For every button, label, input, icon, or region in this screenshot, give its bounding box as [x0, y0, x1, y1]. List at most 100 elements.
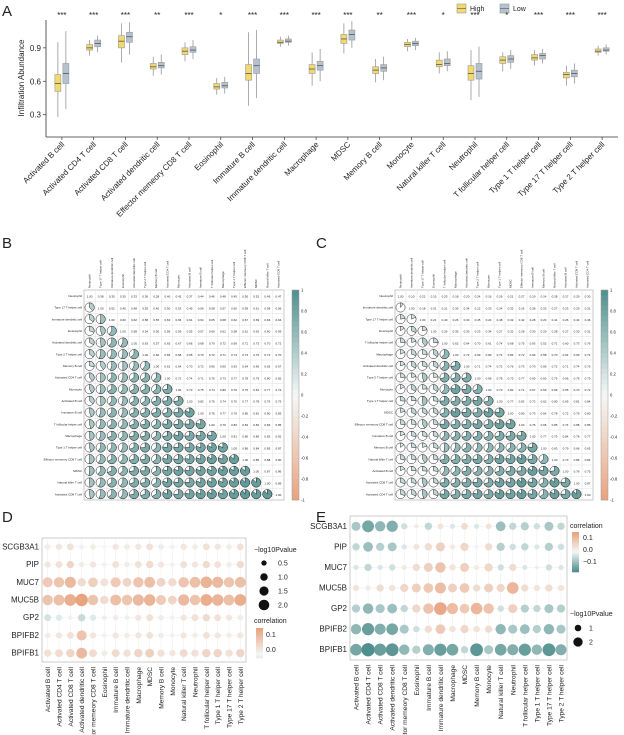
cell-value: 0.79: [231, 411, 237, 415]
cell-value: 0.58: [264, 306, 270, 310]
correlation-dot: [531, 644, 543, 655]
significance-label: ***: [184, 11, 193, 20]
pie-wedge: [206, 465, 217, 476]
colorbar-segment: [292, 384, 299, 391]
correlation-dot: [352, 584, 360, 592]
cell-type-label: Activated CD8 T cell: [378, 664, 385, 724]
correlation-dot: [211, 594, 224, 606]
cell-value: 0.83: [264, 423, 270, 427]
cell-value: 0.54: [142, 330, 148, 334]
pie-wedge: [411, 325, 417, 333]
colorbar-segment: [292, 300, 299, 307]
row-label: T follicular helper cell: [54, 422, 82, 426]
colorbar-segment: [292, 389, 299, 396]
pie-wedge: [108, 395, 117, 406]
pie-wedge: [400, 314, 406, 320]
cell-value: 0.21: [431, 318, 437, 322]
cell-value: 0.84: [508, 353, 514, 357]
cell-value: 0.63: [164, 318, 170, 322]
cell-value: 0.80: [220, 388, 226, 392]
pie-wedge: [206, 430, 217, 441]
pie-wedge: [140, 372, 151, 383]
box-high: [594, 48, 602, 53]
correlation-dot: [400, 604, 408, 613]
pie-wedge: [195, 419, 206, 430]
correlation-dot: [364, 563, 372, 572]
box-low: [189, 46, 197, 53]
cell-value: 0.83: [231, 423, 237, 427]
pie-wedge: [184, 454, 195, 465]
cell-value: 0.21: [442, 306, 448, 310]
cell-value: 0.69: [530, 376, 536, 380]
cell-value: 0.77: [231, 376, 237, 380]
correlation-dot: [158, 544, 164, 550]
cell-value: 0.84: [585, 458, 591, 462]
correlation-dot: [223, 577, 235, 588]
pie-wedge: [422, 384, 428, 390]
box-low: [221, 82, 229, 89]
cell-value: 0.30: [464, 318, 470, 322]
correlation-dot: [473, 625, 480, 633]
pie-wedge: [89, 325, 95, 333]
box-low: [157, 62, 165, 69]
correlation-dot: [363, 541, 373, 552]
pie-wedge: [472, 395, 483, 406]
pie-wedge: [100, 395, 106, 406]
pie-wedge: [152, 372, 162, 383]
cell-type-label: Activated B cell: [45, 666, 52, 712]
cell-value: 0.72: [530, 400, 536, 404]
correlation-dot: [135, 614, 142, 621]
pie-wedge: [527, 442, 538, 453]
cell-value: 0.76: [530, 423, 536, 427]
colorbar-segment: [601, 305, 608, 312]
correlation-dot: [446, 603, 458, 615]
cell-value: 0.87: [585, 481, 591, 485]
correlation-dot: [223, 594, 235, 606]
pie-wedge: [129, 384, 139, 395]
correlation-dot: [484, 543, 493, 551]
pie-wedge: [422, 489, 428, 499]
colorbar-tick-label: 1: [301, 288, 304, 293]
correlation-dot: [435, 624, 446, 635]
colorbar-segment: [292, 452, 299, 459]
correlation-dot: [78, 561, 85, 568]
correlation-dot: [351, 604, 361, 613]
pie-wedge: [184, 430, 195, 441]
pie-wedge: [485, 442, 494, 453]
correlation-dot: [387, 542, 397, 552]
diagonal-value: 1.00: [585, 493, 591, 497]
pie-wedge: [549, 465, 560, 476]
diagonal-value: 1.00: [574, 481, 580, 485]
correlation-dot: [447, 583, 457, 593]
diagonal-value: 1.00: [453, 353, 459, 357]
row-label: Memory B cell: [374, 446, 393, 450]
row-label: Activated CD4 T cell: [366, 492, 393, 496]
cell-value: 0.19: [530, 295, 536, 299]
pie-wedge: [97, 454, 106, 465]
pie-wedge: [439, 407, 450, 418]
pie-wedge: [217, 454, 228, 465]
pie-wedge: [173, 430, 184, 441]
cell-type-label: Macrophage: [136, 667, 143, 704]
pie-wedge: [411, 477, 417, 484]
colorbar-segment: [292, 374, 299, 380]
correlation-dot: [389, 584, 396, 592]
colorbar-segment: [292, 458, 299, 464]
correlation-dot: [459, 603, 470, 614]
matrix-cell: [581, 488, 594, 501]
cell-value: 0.30: [530, 330, 536, 334]
colorbar-segment: [572, 557, 579, 559]
pie-wedge: [494, 477, 505, 488]
pie-wedge: [411, 442, 417, 448]
pie-wedge: [130, 349, 139, 360]
cell-value: 0.76: [585, 341, 591, 345]
cell-type-label: Neutrophil: [510, 664, 517, 695]
colorbar-segment: [601, 410, 608, 417]
column-label: Activated CD4 T cell: [165, 261, 169, 288]
correlation-dot: [449, 544, 456, 550]
cell-value: 0.22: [475, 306, 481, 310]
diagonal-value: 1.00: [198, 411, 204, 415]
cell-value: 0.24: [497, 306, 503, 310]
row-label: Type 1 T helper cell: [367, 399, 393, 403]
colorbar-segment: [601, 431, 608, 438]
